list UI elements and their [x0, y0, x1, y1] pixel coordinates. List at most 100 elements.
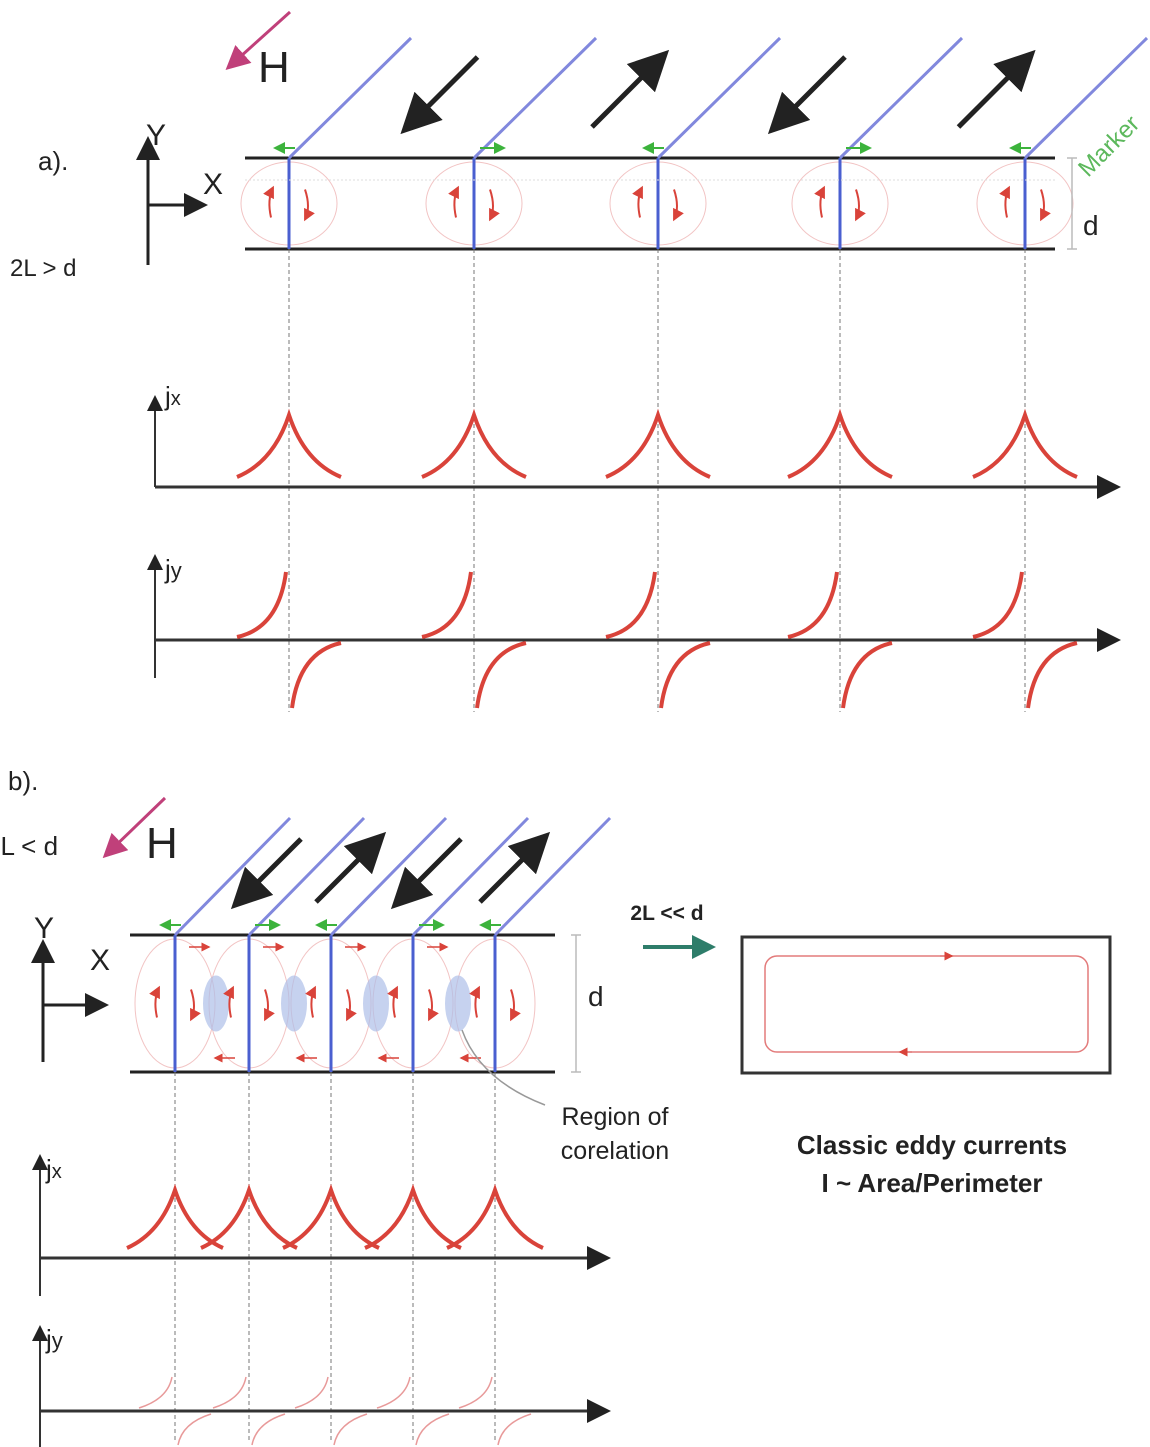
correlation-region — [281, 975, 307, 1032]
magnetisation-arrow — [478, 831, 551, 904]
current-curve — [376, 1376, 411, 1409]
magnetisation-arrow — [956, 49, 1036, 129]
eddy-arrow — [999, 185, 1010, 218]
correlation-region — [363, 975, 389, 1032]
current-curve — [290, 641, 342, 709]
current-curve — [294, 1376, 329, 1409]
eddy-arrow — [1040, 189, 1051, 222]
jy-symbol: j — [164, 554, 171, 584]
jx-symbol: j — [45, 1154, 52, 1184]
region-label: Region of — [561, 1103, 668, 1131]
current-curve — [841, 641, 893, 709]
current-curve — [787, 571, 839, 639]
jx-label: jx — [45, 1154, 62, 1184]
field-label: H — [258, 43, 290, 92]
classic-label: I ~ Area/Perimeter — [822, 1168, 1043, 1198]
eddy-arrow — [190, 989, 201, 1022]
marker-label: Marker — [1073, 110, 1145, 182]
eddy-arrow — [448, 185, 459, 218]
domain-projection — [173, 816, 292, 937]
eddy-arrow — [346, 989, 357, 1022]
sample-box — [740, 935, 1112, 1075]
axis-y-label: Y — [34, 912, 54, 945]
current-curve — [972, 571, 1024, 639]
jy-subscript: y — [52, 1328, 63, 1353]
eddy-arrow — [469, 985, 480, 1018]
domain-projection — [656, 36, 782, 160]
domain-projection — [1023, 36, 1149, 160]
current-curve — [138, 1376, 173, 1409]
current-curve — [787, 408, 893, 479]
jx-subscript: x — [171, 388, 181, 410]
leader-line — [461, 1029, 546, 1106]
correlation-region — [203, 975, 229, 1032]
thickness-label: d — [1083, 210, 1099, 241]
jx-symbol: j — [164, 381, 171, 411]
current-curve — [458, 1376, 493, 1409]
panel-label: a). — [38, 146, 68, 176]
magnetisation-arrow — [230, 837, 303, 910]
magnetisation-arrow — [390, 837, 463, 910]
axis-y-label: Y — [146, 119, 166, 152]
condition-label: 2L < d — [0, 831, 58, 861]
axis-x-label: X — [90, 944, 110, 977]
magnetisation-arrow — [314, 831, 387, 904]
current-curve — [236, 408, 342, 479]
field-arrow — [102, 796, 167, 859]
current-curve — [200, 1183, 298, 1250]
current-curve — [446, 1183, 544, 1250]
current-curve — [282, 1183, 380, 1250]
field-label: H — [146, 819, 178, 868]
correlation-region — [445, 975, 471, 1032]
panel-label: b). — [8, 766, 38, 796]
current-curve — [364, 1183, 462, 1250]
current-curve — [605, 571, 657, 639]
eddy-arrow — [814, 185, 825, 218]
limit-label: 2L << d — [630, 902, 703, 925]
region-label: corelation — [561, 1137, 669, 1165]
eddy-arrow — [387, 985, 398, 1018]
current-curve — [1026, 641, 1078, 709]
jy-symbol: j — [45, 1324, 52, 1354]
eddy-arrow — [428, 989, 439, 1022]
current-curve — [972, 408, 1078, 479]
eddy-arrow — [673, 189, 684, 222]
jx-subscript: x — [52, 1161, 62, 1183]
current-curve — [421, 408, 527, 479]
jy-label: jy — [45, 1324, 63, 1354]
jy-subscript: y — [171, 558, 182, 583]
eddy-arrow — [263, 185, 274, 218]
eddy-loop — [764, 955, 1089, 1053]
eddy-arrow — [149, 985, 160, 1018]
domain-projection — [329, 816, 448, 937]
jx-label: jx — [164, 381, 181, 411]
current-curve — [415, 1413, 450, 1446]
axis-x-label: X — [203, 168, 223, 201]
current-curve — [177, 1413, 212, 1446]
eddy-arrow — [264, 989, 275, 1022]
current-curve — [421, 571, 473, 639]
current-curve — [605, 408, 711, 479]
domain-projection — [287, 36, 413, 160]
current-curve — [497, 1413, 532, 1446]
current-curve — [333, 1413, 368, 1446]
classic-label: Classic eddy currents — [797, 1130, 1067, 1160]
magnetisation-arrow — [767, 55, 847, 135]
eddy-arrow — [632, 185, 643, 218]
eddy-arrow — [305, 985, 316, 1018]
current-curve — [236, 571, 288, 639]
current-curve — [126, 1183, 224, 1250]
thickness-label: d — [588, 981, 604, 1012]
drawing — [31, 10, 1149, 1447]
current-curve — [212, 1376, 247, 1409]
eddy-arrow — [304, 189, 315, 222]
domain-projection — [472, 36, 598, 160]
condition-label: 2L > d — [10, 255, 77, 282]
domain-projection — [493, 816, 612, 937]
magnetisation-arrow — [590, 49, 670, 129]
eddy-arrow — [855, 189, 866, 222]
current-curve — [659, 641, 711, 709]
domain-projection — [838, 36, 964, 160]
eddy-arrow — [510, 989, 521, 1022]
